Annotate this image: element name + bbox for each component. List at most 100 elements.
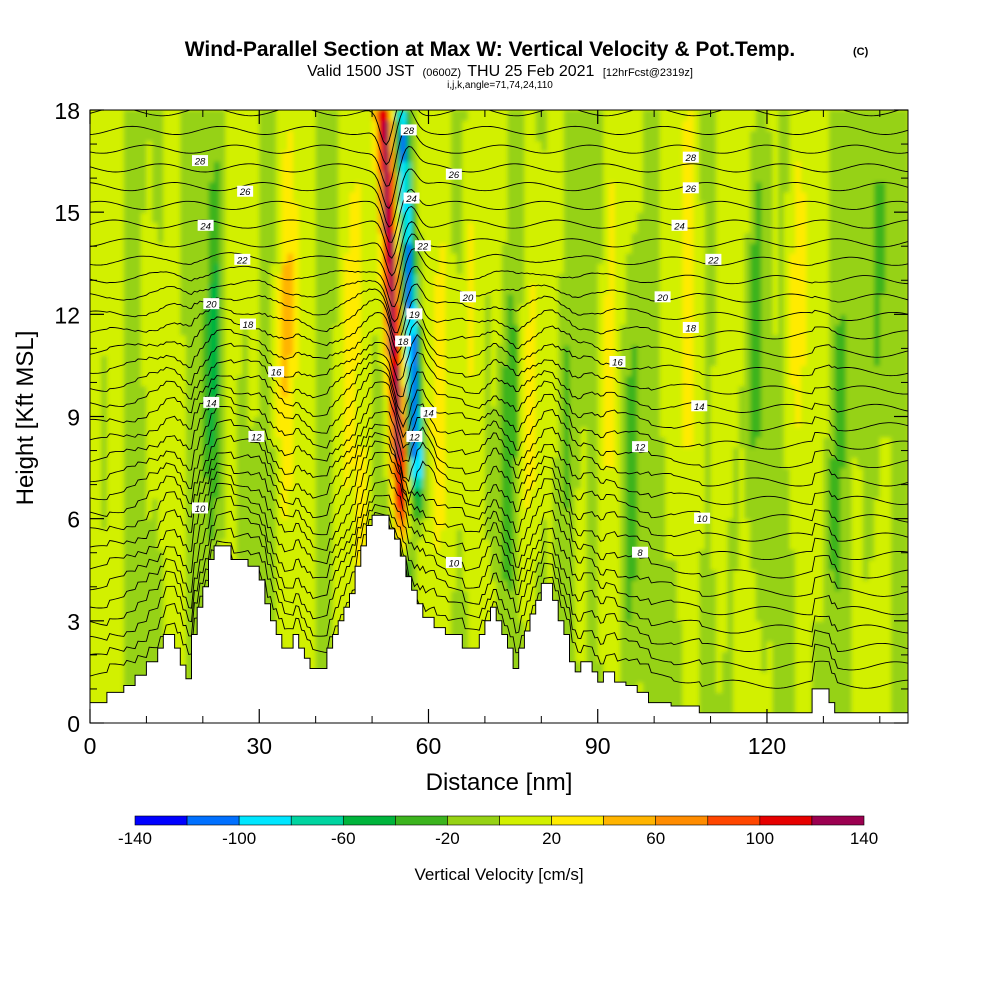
field-cell bbox=[541, 150, 548, 520]
field-cell bbox=[405, 201, 413, 244]
field-cell bbox=[281, 518, 289, 723]
field-cell bbox=[710, 569, 717, 723]
theta-label: 22 bbox=[707, 255, 719, 266]
x-tick-label: 0 bbox=[84, 733, 97, 759]
field-cell bbox=[417, 488, 424, 510]
field-cell bbox=[789, 253, 796, 387]
field-cell bbox=[857, 467, 864, 723]
y-axis-label: Height [Kft MSL] bbox=[12, 331, 39, 506]
field-cell bbox=[812, 110, 819, 622]
field-cell bbox=[247, 110, 255, 428]
field-cell bbox=[202, 110, 210, 305]
field-cell bbox=[236, 375, 243, 561]
field-cell bbox=[400, 212, 407, 244]
field-cell bbox=[276, 436, 283, 642]
field-cell bbox=[721, 110, 729, 653]
field-cell bbox=[524, 110, 531, 326]
field-cell bbox=[609, 467, 616, 723]
field-cell bbox=[862, 110, 870, 581]
field-cell bbox=[879, 110, 887, 183]
isentrope-line bbox=[90, 145, 908, 210]
field-cell bbox=[377, 140, 384, 172]
isentrope-line bbox=[90, 168, 908, 228]
field-cell bbox=[377, 201, 384, 234]
field-cell bbox=[620, 110, 627, 326]
field-cell bbox=[501, 365, 509, 581]
colorbar-swatch bbox=[603, 815, 657, 826]
field-cell bbox=[106, 110, 114, 723]
colorbar-swatch bbox=[186, 815, 240, 826]
colorbar-tick-label: -60 bbox=[331, 829, 356, 848]
theta-label: 20 bbox=[205, 300, 217, 311]
field-cell bbox=[766, 641, 774, 723]
theta-label-bg bbox=[632, 546, 649, 558]
field-cell bbox=[597, 110, 604, 264]
field-cell bbox=[417, 110, 424, 234]
field-cell bbox=[394, 528, 401, 540]
field-cell bbox=[208, 283, 215, 448]
field-cell bbox=[772, 110, 779, 336]
isentrope-line bbox=[90, 451, 908, 579]
field-cell bbox=[388, 477, 396, 510]
colorbar-swatch bbox=[395, 815, 448, 826]
isentrope-line bbox=[90, 351, 908, 413]
theta-label-bg bbox=[403, 192, 420, 204]
field-cell bbox=[563, 344, 571, 510]
theta-label-bg bbox=[406, 430, 423, 442]
field-cell bbox=[710, 365, 717, 571]
theta-label: 14 bbox=[423, 409, 434, 420]
field-cell bbox=[214, 396, 221, 499]
field-cell bbox=[405, 242, 413, 315]
field-cell bbox=[704, 110, 712, 723]
field-cell bbox=[140, 212, 148, 387]
field-cell bbox=[411, 273, 418, 305]
field-cell bbox=[738, 110, 745, 387]
field-cell bbox=[293, 201, 300, 377]
field-cell bbox=[789, 110, 796, 254]
field-cell bbox=[355, 110, 362, 183]
field-cell bbox=[383, 120, 390, 234]
x-tick-label: 90 bbox=[585, 733, 611, 759]
field-cell bbox=[343, 110, 351, 254]
field-cell bbox=[388, 120, 396, 152]
field-cell bbox=[394, 171, 401, 203]
field-cell bbox=[168, 110, 176, 723]
isentrope-line bbox=[90, 360, 908, 432]
field-cell bbox=[631, 579, 638, 693]
isentrope-line bbox=[90, 494, 908, 634]
field-cell bbox=[400, 273, 407, 305]
field-cell bbox=[146, 110, 153, 142]
theta-label: 12 bbox=[409, 432, 420, 443]
field-cell bbox=[761, 671, 768, 723]
field-cell bbox=[558, 273, 565, 704]
field-cell bbox=[682, 120, 689, 448]
theta-label: 14 bbox=[206, 398, 217, 409]
field-cell bbox=[750, 569, 757, 723]
theta-label-bg bbox=[691, 400, 708, 412]
isentrope-line bbox=[90, 205, 908, 259]
x-tick-label: 120 bbox=[748, 733, 786, 759]
field-cell bbox=[417, 518, 424, 540]
isentrope-line bbox=[90, 248, 908, 308]
field-cell bbox=[518, 110, 525, 305]
field-cell bbox=[388, 150, 396, 172]
field-cell bbox=[507, 110, 514, 295]
field-cell bbox=[631, 110, 638, 234]
field-cell bbox=[321, 110, 328, 723]
terrain bbox=[90, 514, 908, 723]
theta-label-bg bbox=[682, 151, 699, 163]
theta-label: 8 bbox=[637, 548, 643, 559]
field-cell bbox=[304, 110, 311, 723]
field-cell bbox=[394, 201, 401, 223]
field-cell bbox=[388, 232, 396, 356]
field-cell bbox=[394, 110, 401, 121]
subtitle-utc: (0600Z) bbox=[423, 67, 462, 79]
field-cell bbox=[180, 110, 187, 336]
field-cell bbox=[614, 110, 621, 723]
field-cell bbox=[829, 457, 836, 571]
field-cell bbox=[445, 110, 452, 723]
field-cell bbox=[439, 110, 447, 244]
field-cell bbox=[400, 161, 407, 213]
theta-label-bg bbox=[671, 219, 688, 231]
field-cell bbox=[524, 508, 531, 714]
